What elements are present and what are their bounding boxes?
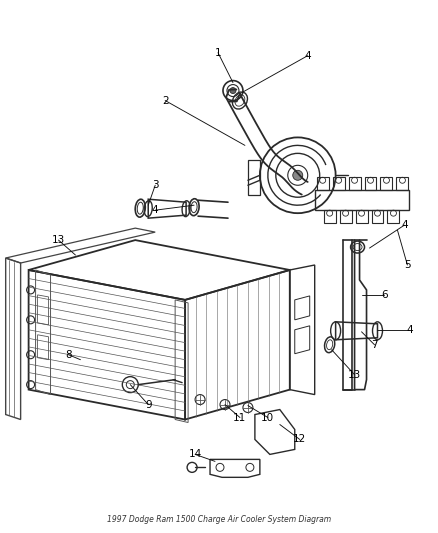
- Text: 5: 5: [404, 260, 411, 270]
- Text: 9: 9: [145, 400, 152, 409]
- Text: 14: 14: [188, 449, 202, 459]
- Text: 1: 1: [215, 47, 221, 58]
- Text: 7: 7: [371, 340, 378, 350]
- Text: 3: 3: [152, 180, 159, 190]
- Text: 11: 11: [233, 413, 247, 423]
- Text: 4: 4: [304, 51, 311, 61]
- Text: 1997 Dodge Ram 1500 Charge Air Cooler System Diagram: 1997 Dodge Ram 1500 Charge Air Cooler Sy…: [107, 515, 331, 524]
- Text: 8: 8: [65, 350, 72, 360]
- Text: 4: 4: [406, 325, 413, 335]
- Text: 6: 6: [381, 290, 388, 300]
- Text: 4: 4: [401, 220, 408, 230]
- Text: 12: 12: [293, 434, 306, 445]
- Circle shape: [230, 87, 236, 94]
- Text: 13: 13: [52, 235, 65, 245]
- Text: 4: 4: [152, 205, 159, 215]
- Text: 2: 2: [162, 95, 169, 106]
- Circle shape: [293, 171, 303, 180]
- Text: 10: 10: [261, 413, 275, 423]
- Text: 13: 13: [348, 370, 361, 379]
